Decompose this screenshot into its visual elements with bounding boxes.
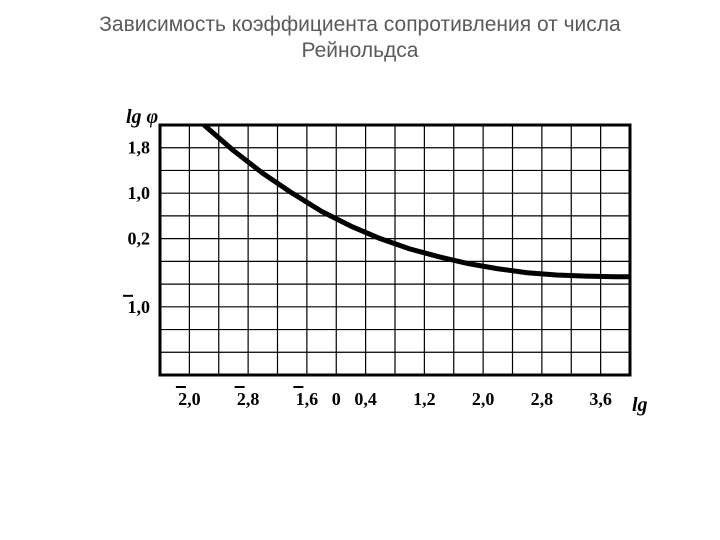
title-line-1: Зависимость коэффициента сопротивления о… (99, 13, 620, 36)
x-tick-label: 1,2 (413, 389, 436, 409)
x-tick-label: 2,8 (531, 389, 554, 409)
page-title: Зависимость коэффициента сопротивления о… (0, 0, 720, 65)
y-tick-label: 1,0 (128, 297, 151, 317)
x-tick-label: 2,8 (237, 389, 260, 409)
x-tick-label: 1,6 (296, 389, 319, 409)
x-axis-label: lg Re (632, 394, 650, 416)
x-tick-label: 2,0 (472, 389, 495, 409)
y-tick-label: 0,2 (128, 229, 151, 249)
x-tick-label: 0 (332, 389, 341, 409)
page: Зависимость коэффициента сопротивления о… (0, 0, 720, 540)
chart-container: lg φ lg Re 1,8 1,0 0,2 1,0 2,0 2,8 1,6 0 0,4 1,2 2,0… (90, 105, 650, 485)
y-tick-label: 1,8 (128, 138, 151, 158)
y-tick-label: 1,0 (128, 183, 151, 203)
title-line-2: Рейнольдса (302, 39, 419, 62)
y-axis-label: lg φ (126, 106, 158, 128)
x-tick-label: 2,0 (178, 389, 201, 409)
x-tick-label: 0,4 (354, 389, 377, 409)
x-tick-label: 3,6 (589, 389, 612, 409)
drag-coefficient-chart: lg φ lg Re 1,8 1,0 0,2 1,0 2,0 2,8 1,6 0 0,4 1,2 2,0… (90, 105, 650, 465)
